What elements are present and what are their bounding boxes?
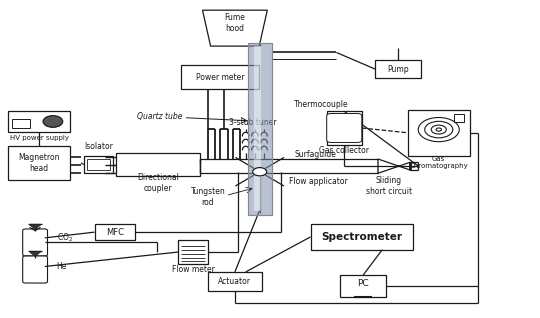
Text: HV power supply: HV power supply [10,135,69,141]
Text: CO$_2$: CO$_2$ [57,232,73,244]
Text: 3-stub tuner: 3-stub tuner [229,118,276,127]
Bar [454,114,464,122]
Text: Isolator: Isolator [84,142,113,151]
Bar [408,110,470,156]
Text: Directional
coupler: Directional coupler [137,173,179,193]
Text: Spectrometer: Spectrometer [321,232,402,242]
Text: PC: PC [357,279,369,288]
Text: Gas
Chromatography: Gas Chromatography [409,156,468,169]
Bar [254,46,261,211]
Polygon shape [29,251,42,256]
Text: Thermocouple: Thermocouple [294,100,349,109]
Circle shape [253,168,267,176]
Bar [200,159,378,173]
Polygon shape [29,224,42,229]
Bar [8,111,70,132]
Text: He: He [57,262,67,271]
FancyBboxPatch shape [23,256,48,283]
Bar [178,240,208,264]
Bar [310,224,413,250]
Bar [87,159,110,170]
Circle shape [43,116,63,127]
Bar [327,111,362,145]
Bar [208,272,262,291]
Text: Sliding
short circuit: Sliding short circuit [366,176,412,196]
Bar [181,65,259,89]
Text: Power meter: Power meter [196,73,244,82]
FancyBboxPatch shape [327,114,362,142]
Polygon shape [378,159,410,173]
Bar [248,43,272,215]
Text: Flow applicator: Flow applicator [289,177,348,186]
Bar [84,156,113,173]
Bar [340,275,386,297]
Bar [94,224,135,240]
FancyBboxPatch shape [23,229,48,256]
Text: Quartz tube: Quartz tube [137,112,183,121]
Text: Flow meter: Flow meter [172,265,214,274]
Text: Gas collector: Gas collector [319,146,369,155]
Text: Surfaguide: Surfaguide [294,150,336,159]
Bar [8,146,70,180]
Text: Tungsten
rod: Tungsten rod [191,187,225,207]
Text: Magnetron
head: Magnetron head [18,153,60,173]
Text: Pump: Pump [387,65,409,74]
Bar [248,43,272,215]
Text: Actuator: Actuator [218,277,252,286]
Bar [116,153,200,176]
Text: Fume
hood: Fume hood [225,13,245,33]
Bar [12,119,30,128]
Bar [375,60,421,78]
Text: MFC: MFC [106,228,124,237]
